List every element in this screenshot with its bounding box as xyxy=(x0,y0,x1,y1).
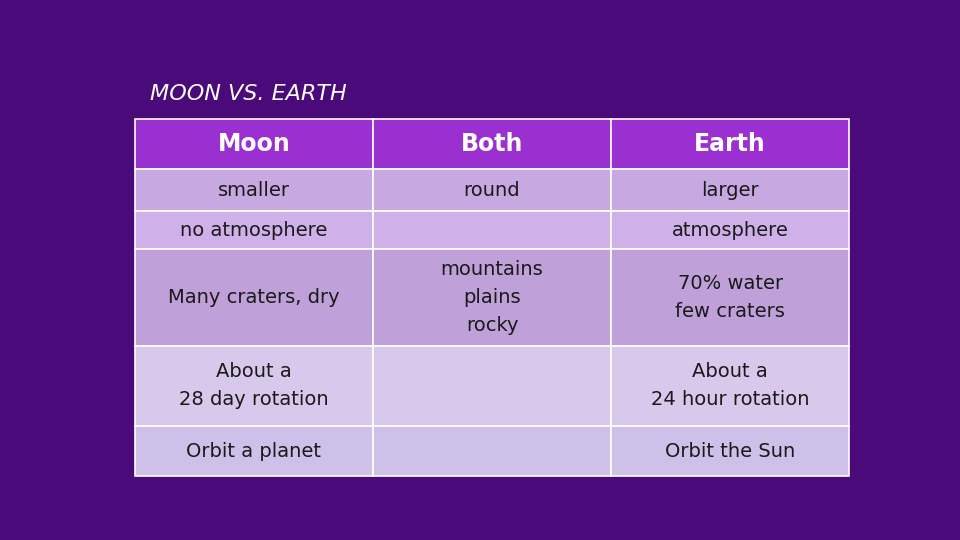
Bar xyxy=(134,249,372,346)
Text: About a
28 day rotation: About a 28 day rotation xyxy=(180,362,328,409)
Text: MOON VS. EARTH: MOON VS. EARTH xyxy=(150,84,347,104)
Bar xyxy=(134,211,372,249)
Bar xyxy=(134,426,372,476)
Text: no atmosphere: no atmosphere xyxy=(180,221,327,240)
Text: 70% water
few craters: 70% water few craters xyxy=(675,274,785,321)
Bar xyxy=(372,249,612,346)
Bar xyxy=(134,119,372,170)
Text: About a
24 hour rotation: About a 24 hour rotation xyxy=(651,362,809,409)
Bar xyxy=(611,249,849,346)
Bar xyxy=(372,170,612,211)
Bar xyxy=(611,170,849,211)
Bar xyxy=(611,426,849,476)
Text: smaller: smaller xyxy=(218,181,290,200)
Text: Orbit a planet: Orbit a planet xyxy=(186,442,322,461)
Bar xyxy=(134,346,372,426)
Bar xyxy=(372,211,612,249)
Bar xyxy=(611,119,849,170)
Bar xyxy=(611,346,849,426)
Text: Moon: Moon xyxy=(218,132,290,156)
Text: larger: larger xyxy=(701,181,759,200)
Bar xyxy=(372,346,612,426)
Text: mountains
plains
rocky: mountains plains rocky xyxy=(441,260,543,335)
Bar xyxy=(372,119,612,170)
Text: round: round xyxy=(464,181,520,200)
Text: Both: Both xyxy=(461,132,523,156)
Text: Orbit the Sun: Orbit the Sun xyxy=(665,442,795,461)
Bar xyxy=(611,211,849,249)
Text: atmosphere: atmosphere xyxy=(672,221,788,240)
Text: Many craters, dry: Many craters, dry xyxy=(168,288,340,307)
Bar xyxy=(372,426,612,476)
Text: Earth: Earth xyxy=(694,132,766,156)
Bar xyxy=(134,170,372,211)
